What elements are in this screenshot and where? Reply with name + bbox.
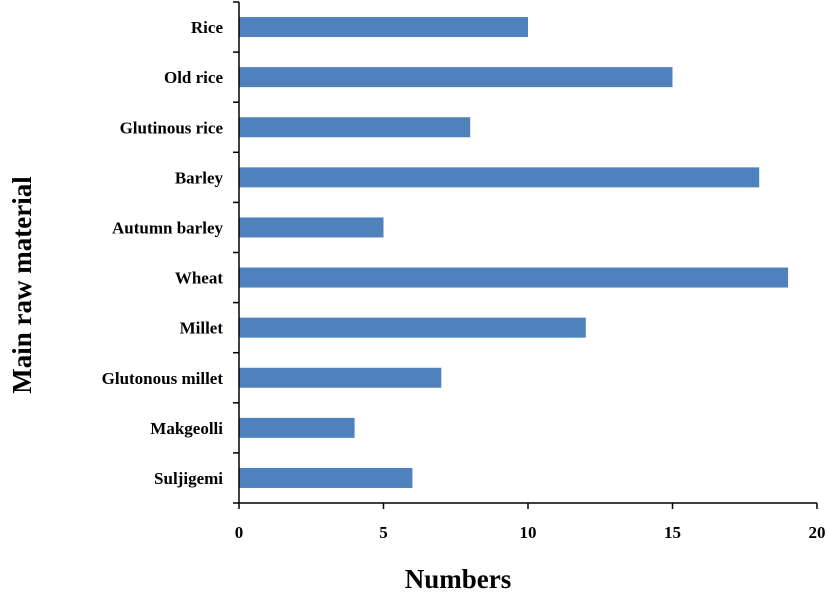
category-label: Glutonous millet: [102, 369, 224, 388]
category-label: Glutinous rice: [120, 118, 224, 137]
category-label: Millet: [180, 319, 224, 338]
x-tick-label: 20: [809, 523, 826, 542]
x-tick-label: 10: [520, 523, 537, 542]
bars-group: [239, 17, 789, 488]
category-label: Makgeolli: [150, 419, 223, 438]
bar-barley: [239, 167, 760, 188]
x-tick-label: 0: [235, 523, 244, 542]
bar-makgeolli: [239, 417, 355, 438]
bar-millet: [239, 317, 586, 338]
bar-rice: [239, 17, 528, 38]
bar-glutonous-millet: [239, 367, 442, 388]
category-label: Barley: [175, 168, 224, 187]
category-label: Wheat: [175, 269, 224, 288]
bar-old-rice: [239, 67, 673, 88]
category-label: Rice: [191, 18, 224, 37]
category-label: Old rice: [164, 68, 223, 87]
bar-suljigemi: [239, 467, 413, 488]
ticks-group: 0 5 10 15 20: [233, 1, 826, 542]
bar-glutinous-rice: [239, 117, 471, 138]
category-label: Suljigemi: [154, 469, 223, 488]
x-tick-label: 5: [379, 523, 388, 542]
x-axis-title: Numbers: [405, 564, 512, 594]
category-label: Autumn barley: [112, 218, 223, 237]
bar-wheat: [239, 267, 789, 288]
bar-autumn-barley: [239, 217, 384, 238]
x-tick-label: 15: [664, 523, 681, 542]
category-labels-group: Rice Old rice Glutinous rice Barley Autumn b…: [102, 18, 224, 488]
y-axis-title: Main raw material: [7, 176, 37, 394]
